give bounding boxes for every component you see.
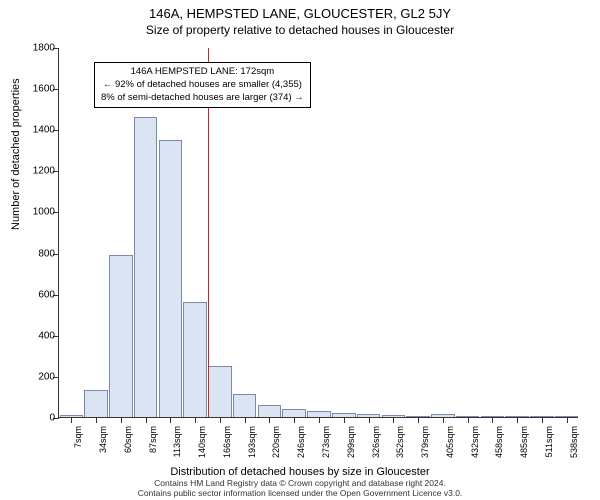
histogram-bar (84, 390, 108, 417)
x-tick (146, 417, 147, 423)
y-tick-label: 1000 (15, 207, 55, 218)
chart-subtitle: Size of property relative to detached ho… (0, 23, 600, 41)
footer-line-1: Contains HM Land Registry data © Crown c… (0, 478, 600, 488)
x-tick-label: 538sqm (569, 426, 579, 466)
x-tick (468, 417, 469, 423)
histogram-bar (183, 302, 207, 417)
x-tick-label: 60sqm (123, 426, 133, 466)
histogram-bar (208, 366, 232, 417)
histogram-bar (109, 255, 133, 417)
x-tick-label: 458sqm (494, 426, 504, 466)
x-tick (567, 417, 568, 423)
property-size-chart: 146A, HEMPSTED LANE, GLOUCESTER, GL2 5JY… (0, 0, 600, 500)
annotation-line-3: 8% of semi-detached houses are larger (3… (101, 92, 304, 105)
y-tick-label: 1800 (15, 43, 55, 54)
x-tick-label: 485sqm (519, 426, 529, 466)
x-tick (492, 417, 493, 423)
x-tick (294, 417, 295, 423)
x-tick (245, 417, 246, 423)
x-tick (170, 417, 171, 423)
histogram-bar (282, 409, 306, 417)
x-tick (96, 417, 97, 423)
y-tick-label: 600 (15, 289, 55, 300)
annotation-line-2: ← 92% of detached houses are smaller (4,… (101, 79, 304, 92)
x-tick-label: 246sqm (296, 426, 306, 466)
annotation-line-1: 146A HEMPSTED LANE: 172sqm (101, 66, 304, 79)
x-tick-label: 352sqm (395, 426, 405, 466)
x-tick-label: 193sqm (247, 426, 257, 466)
x-tick (319, 417, 320, 423)
x-tick (393, 417, 394, 423)
annotation-box: 146A HEMPSTED LANE: 172sqm ← 92% of deta… (94, 62, 311, 108)
x-tick-label: 432sqm (470, 426, 480, 466)
x-tick-label: 7sqm (73, 426, 83, 466)
x-tick (121, 417, 122, 423)
x-tick (195, 417, 196, 423)
x-tick-label: 220sqm (271, 426, 281, 466)
x-tick-label: 113sqm (172, 426, 182, 466)
y-tick-label: 1400 (15, 125, 55, 136)
x-tick (71, 417, 72, 423)
histogram-bar (233, 394, 257, 417)
x-tick (542, 417, 543, 423)
x-tick (344, 417, 345, 423)
x-axis-label: Distribution of detached houses by size … (0, 466, 600, 478)
footer-line-2: Contains public sector information licen… (0, 488, 600, 498)
chart-title: 146A, HEMPSTED LANE, GLOUCESTER, GL2 5JY (0, 0, 600, 23)
histogram-bar (134, 117, 158, 417)
x-tick (443, 417, 444, 423)
x-tick (517, 417, 518, 423)
x-tick-label: 273sqm (321, 426, 331, 466)
chart-footer: Contains HM Land Registry data © Crown c… (0, 478, 600, 498)
x-tick-label: 326sqm (371, 426, 381, 466)
y-tick-label: 400 (15, 330, 55, 341)
y-tick-label: 1600 (15, 84, 55, 95)
histogram-bar (258, 405, 282, 417)
plot-zone: 0200400600800100012001400160018007sqm34s… (58, 48, 578, 418)
y-tick-label: 1200 (15, 166, 55, 177)
x-tick-label: 34sqm (98, 426, 108, 466)
y-tick-label: 0 (15, 413, 55, 424)
y-tick-label: 200 (15, 371, 55, 382)
x-tick-label: 379sqm (420, 426, 430, 466)
y-tick-label: 800 (15, 248, 55, 259)
x-tick-label: 405sqm (445, 426, 455, 466)
x-tick-label: 166sqm (222, 426, 232, 466)
histogram-bar (159, 140, 183, 418)
x-tick (418, 417, 419, 423)
x-tick-label: 299sqm (346, 426, 356, 466)
x-tick-label: 511sqm (544, 426, 554, 466)
x-tick-label: 87sqm (148, 426, 158, 466)
x-tick (220, 417, 221, 423)
x-tick (269, 417, 270, 423)
x-tick (369, 417, 370, 423)
x-tick-label: 140sqm (197, 426, 207, 466)
